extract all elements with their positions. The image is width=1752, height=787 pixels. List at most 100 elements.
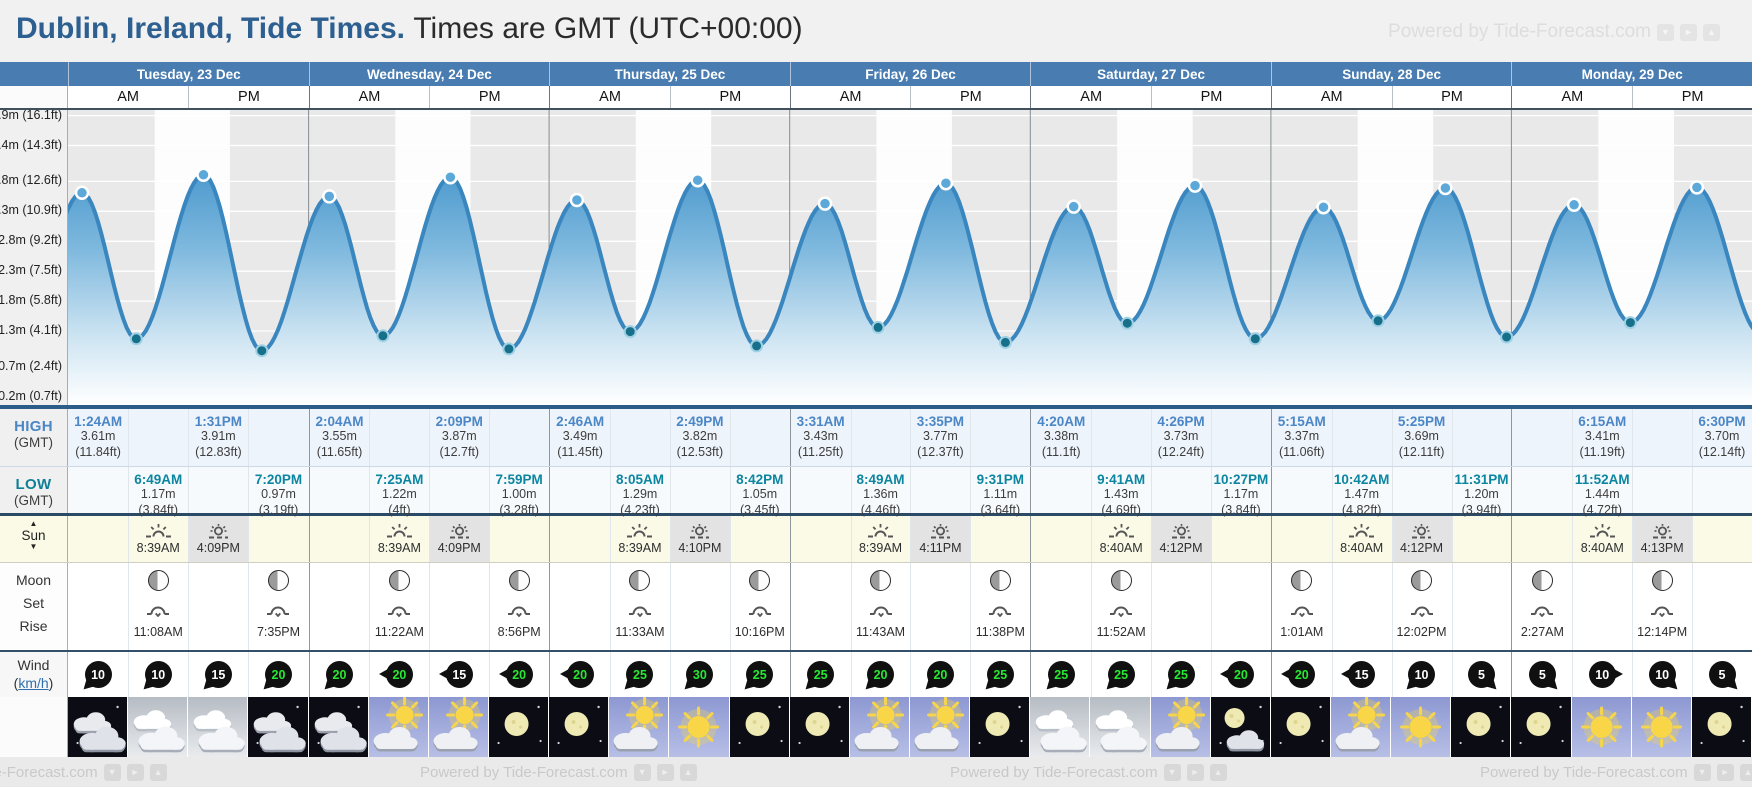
- high-tide-cells: 1:24AM 3.61m (11.84ft) 1:31PM 3.91m (12.83ft)…: [68, 409, 1752, 466]
- high-tide-entry: 1:31PM 3.91m (12.83ft): [188, 409, 248, 466]
- low-tide-height-m: 1.05m: [742, 487, 778, 501]
- wind-direction-arrow-left-icon: [554, 669, 569, 679]
- wind-speed-badge: 5: [1708, 661, 1745, 697]
- ampm-cells: AM PM AM PM AM PM AM PM AM PM AM PM AM PM: [68, 86, 1752, 108]
- high-tide-height-m: 3.37m: [1284, 429, 1320, 443]
- moon-rise-icon: [989, 606, 1012, 618]
- social-icon-2: ►: [1680, 23, 1697, 41]
- moon-cells: 11:08AM 7:35PM 11:22AM 8:56PM 11:33AM 10:16PM…: [68, 563, 1752, 650]
- sunrise-time: 8:39AM: [377, 541, 421, 555]
- pm-label: PM: [1151, 86, 1271, 108]
- ampm-label-cell: [0, 86, 68, 108]
- high-tide-entry: 2:09PM 3.87m (12.7ft): [429, 409, 489, 466]
- weather-sun-cloud-icon: [1330, 697, 1392, 757]
- high-tide-time: 5:15AM: [1277, 414, 1326, 429]
- high-tide-time: 3:35PM: [916, 414, 965, 429]
- high-tide-height-m: 3.69m: [1404, 429, 1439, 443]
- day-column: AM PM: [308, 86, 550, 108]
- sub-column: [1210, 467, 1271, 513]
- moon-set-icon: [388, 606, 411, 618]
- sub-column: [248, 652, 308, 697]
- low-tide-time: 8:49AM: [856, 472, 905, 487]
- y-axis-label: 4.4m (14.3ft): [0, 137, 62, 152]
- weather-sun-cloud-icon: [1150, 697, 1211, 757]
- sunset-icon: [930, 524, 950, 539]
- sub-column: [1331, 652, 1392, 697]
- title-bar: Dublin, Ireland, Tide Times. Times are G…: [0, 0, 1752, 62]
- low-tide-height-ft: (4.46ft): [860, 502, 901, 517]
- high-tide-height-m: 3.77m: [923, 429, 958, 443]
- sub-column: [669, 409, 730, 466]
- sub-column: [1632, 409, 1692, 466]
- page-title: Dublin, Ireland, Tide Times. Times are G…: [16, 12, 803, 46]
- wind-cell: 25: [730, 652, 790, 697]
- low-tide-row: LOW (GMT) 6:49AM 1.17m (3.84ft) 7:20PM 0.97m…: [0, 467, 1752, 517]
- sub-column: [369, 563, 429, 650]
- low-unit-label: (GMT): [14, 493, 53, 508]
- sub-column: [610, 563, 670, 650]
- tide-chart-row: 4.9m (16.1ft) 4.4m (14.3ft) 3.8m (12.6ft) 3…: [0, 110, 1752, 409]
- high-tide-height-m: 3.91m: [200, 429, 236, 443]
- pm-label: PM: [910, 86, 1030, 108]
- wind-speed-badge: 25: [798, 661, 835, 697]
- sunset-icon: [208, 524, 228, 539]
- footer-watermark-text: Powered by Tide-Forecast.com: [0, 763, 98, 781]
- sub-column: [1210, 652, 1271, 697]
- moon-phase-icon: [1411, 570, 1433, 591]
- high-tide-time: 4:20AM: [1037, 414, 1086, 429]
- wind-cell: 20: [550, 652, 610, 697]
- low-tide-height-m: 1.17m: [140, 487, 176, 501]
- sub-column: [729, 409, 790, 466]
- weather-night-clear-icon: [1511, 697, 1572, 757]
- wind-label: Wind: [17, 657, 50, 673]
- day-column: 4:20AM 3.38m (11.1ft) 4:26PM 3.73m (12.24ft): [1030, 409, 1271, 466]
- moon-set-entry: 11:08AM: [128, 570, 188, 639]
- sub-column: [910, 652, 970, 697]
- sub-column: [188, 409, 248, 466]
- sub-column: [910, 467, 970, 513]
- social-icon-1: ▼: [1163, 763, 1181, 781]
- weather-night-cloudy-icon: [68, 697, 129, 757]
- sub-column: [850, 563, 911, 650]
- wind-speed-badge: 20: [317, 661, 353, 697]
- wind-direction-arrow-left-icon: [1215, 669, 1230, 679]
- wind-cell: 20: [910, 652, 970, 697]
- moon-rise-time: 2:27AM: [1520, 625, 1564, 639]
- moon-set-time: 12:02PM: [1396, 625, 1447, 639]
- moon-phase-icon: [629, 570, 651, 591]
- wind-speed-badge: 10: [1648, 661, 1685, 697]
- sub-column: [489, 563, 549, 650]
- moon-set-icon: [1651, 606, 1674, 618]
- high-tide-height-ft: (11.06ft): [1278, 444, 1325, 459]
- sub-column: [1391, 467, 1452, 513]
- sub-column: [970, 409, 1030, 466]
- sub-column: [1451, 563, 1512, 650]
- day-column: 8:39AM 4:11PM: [789, 516, 1031, 562]
- social-icon-3: ▲: [679, 763, 697, 781]
- day-column: 25 25 25 20: [1030, 652, 1271, 697]
- wind-direction-arrow-down-right-icon: [1547, 679, 1565, 697]
- high-tide-time: 1:24AM: [74, 414, 123, 429]
- y-axis-label: 0.2m (0.7ft): [0, 388, 62, 403]
- low-tide-height-m: 1.29m: [622, 487, 658, 501]
- social-icon-3: ▲: [1209, 763, 1227, 781]
- wind-direction-arrow-down-left-icon: [677, 679, 695, 697]
- wind-unit-link[interactable]: km/h: [18, 675, 49, 691]
- day-column: AM PM: [68, 86, 309, 108]
- moon-rise-time: 1:01AM: [1280, 625, 1324, 639]
- pm-label: PM: [188, 86, 308, 108]
- sub-column: [1210, 563, 1271, 650]
- day-column: 8:40AM 4:13PM: [1511, 516, 1752, 562]
- day-header: Friday, 26 Dec: [789, 62, 1031, 86]
- sub-column: [248, 467, 308, 513]
- sub-column: [68, 563, 128, 650]
- social-icon-3: ▲: [1739, 763, 1752, 781]
- high-tide-entry: 3:31AM 3.43m (11.25ft): [791, 409, 851, 466]
- wind-direction-arrow-left-icon: [493, 669, 508, 679]
- sub-column: [1151, 409, 1211, 466]
- sub-column: [610, 467, 670, 513]
- high-tide-entry: 1:24AM 3.61m (11.84ft): [68, 409, 128, 466]
- high-tide-height-ft: (11.84ft): [75, 444, 121, 459]
- pm-label: PM: [1632, 86, 1752, 108]
- low-tide-time: 9:41AM: [1097, 472, 1146, 487]
